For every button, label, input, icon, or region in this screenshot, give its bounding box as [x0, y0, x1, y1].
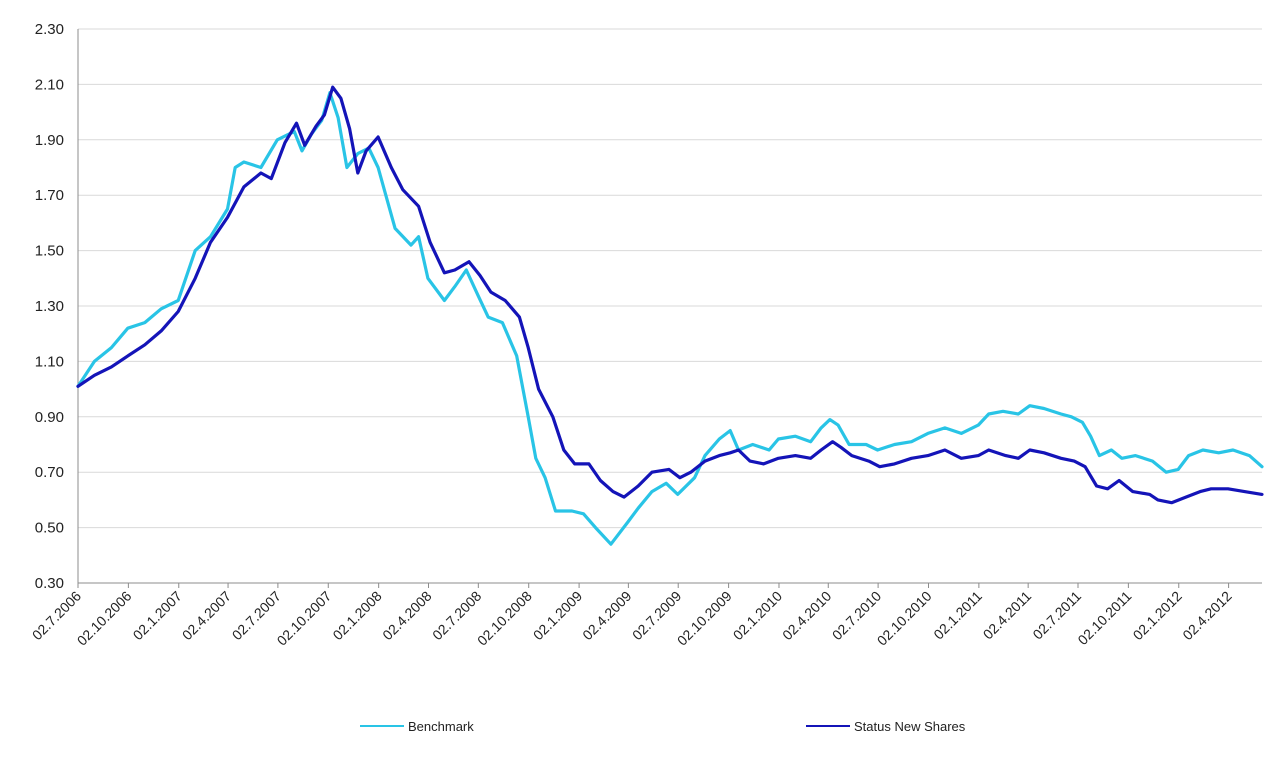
- y-tick-label: 2.10: [35, 76, 64, 93]
- x-tick-label: 02.1.2010: [730, 588, 786, 644]
- x-axis-ticks: 02.7.200602.10.200602.1.200702.4.200702.…: [29, 583, 1235, 649]
- legend-label: Status New Shares: [854, 719, 966, 734]
- legend-label: Benchmark: [408, 719, 474, 734]
- x-tick-label: 02.1.2012: [1130, 588, 1186, 644]
- x-tick-label: 02.10.2008: [474, 588, 535, 649]
- series-line-status-new-shares: [76, 85, 1264, 505]
- x-tick-label: 02.1.2008: [329, 588, 385, 644]
- x-tick-label: 02.10.2010: [874, 588, 935, 649]
- y-tick-label: 1.10: [35, 353, 64, 370]
- x-tick-label: 02.4.2009: [579, 588, 635, 644]
- y-axis-ticks: 0.30 0.50 0.70 0.90 1.10 1.30 1.50 1.70 1.90 2.10…: [35, 21, 64, 592]
- y-tick-label: 2.30: [35, 21, 64, 38]
- y-tick-label: 1.30: [35, 298, 64, 315]
- y-tick-label: 0.90: [35, 409, 64, 426]
- x-tick-label: 02.10.2006: [74, 588, 135, 649]
- y-tick-label: 0.70: [35, 464, 64, 481]
- x-tick-label: 02.10.2011: [1074, 588, 1134, 648]
- series-line-benchmark: [76, 91, 1264, 546]
- x-tick-label: 02.10.2009: [674, 588, 735, 649]
- series-lines: [76, 85, 1264, 546]
- y-tick-label: 0.50: [35, 520, 64, 537]
- x-tick-label: 02.4.2010: [779, 588, 835, 644]
- x-tick-label: 02.1.2007: [130, 588, 186, 644]
- legend: Benchmark Status New Shares: [360, 719, 966, 734]
- y-tick-label: 0.30: [35, 575, 64, 592]
- x-tick-label: 02.4.2012: [1179, 588, 1235, 644]
- x-tick-label: 02.4.2008: [379, 588, 435, 644]
- x-tick-label: 02.1.2011: [930, 588, 985, 643]
- y-tick-label: 1.50: [35, 243, 64, 260]
- x-tick-label: 02.4.2011: [980, 588, 1035, 643]
- y-tick-label: 1.70: [35, 187, 64, 204]
- x-tick-label: 02.10.2007: [274, 588, 335, 649]
- x-tick-label: 02.4.2007: [179, 588, 235, 644]
- y-tick-label: 1.90: [35, 132, 64, 149]
- x-tick-label: 02.1.2009: [530, 588, 586, 644]
- gridlines: [77, 28, 1262, 584]
